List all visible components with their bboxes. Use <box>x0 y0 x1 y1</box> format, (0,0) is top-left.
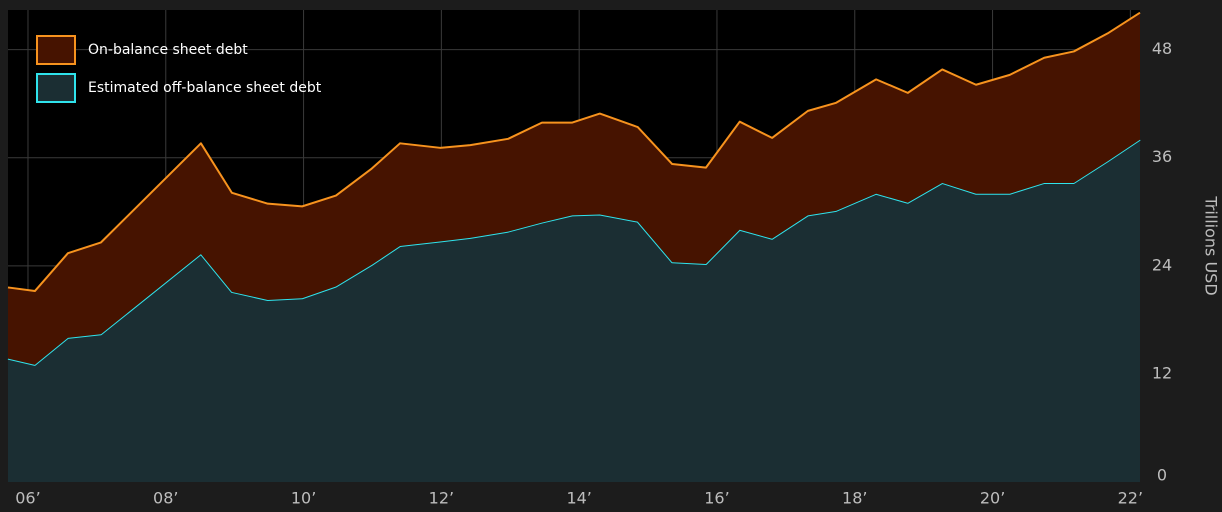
area <box>8 139 1140 482</box>
legend-label: On-balance sheet debt <box>88 42 248 58</box>
legend: On-balance sheet debt Estimated off-balan… <box>36 35 322 103</box>
y-tick-label: 36 <box>1152 147 1172 166</box>
x-tick-label: 20’ <box>980 489 1005 508</box>
x-tick-label: 10’ <box>291 489 316 508</box>
line <box>7 11 1141 293</box>
y-tick-label: 48 <box>1152 39 1172 58</box>
x-tick-label: 12’ <box>429 489 454 508</box>
x-tick-label: 18’ <box>842 489 867 508</box>
y-tick-label: 0 <box>1157 466 1167 485</box>
y-axis-label: Trillions USD <box>1202 195 1221 295</box>
legend-label: Estimated off-balance sheet debt <box>88 80 322 96</box>
x-tick-label: 06’ <box>15 489 40 508</box>
legend-swatch <box>36 35 76 65</box>
legend-swatch <box>36 73 76 103</box>
axes: 0 12 24 36 48 06’ 08’ 10’ 12’ 14’ 16’ 18’ 20’ 22’ <box>15 39 1172 507</box>
y-tick-label: 24 <box>1152 255 1172 274</box>
area <box>8 12 1140 365</box>
x-tick-label: 22’ <box>1118 489 1143 508</box>
x-tick-label: 16’ <box>704 489 729 508</box>
areas <box>7 11 1141 482</box>
x-tick-label: 08’ <box>153 489 178 508</box>
y-tick-label: 12 <box>1152 363 1172 382</box>
x-tick-label: 14’ <box>566 489 591 508</box>
